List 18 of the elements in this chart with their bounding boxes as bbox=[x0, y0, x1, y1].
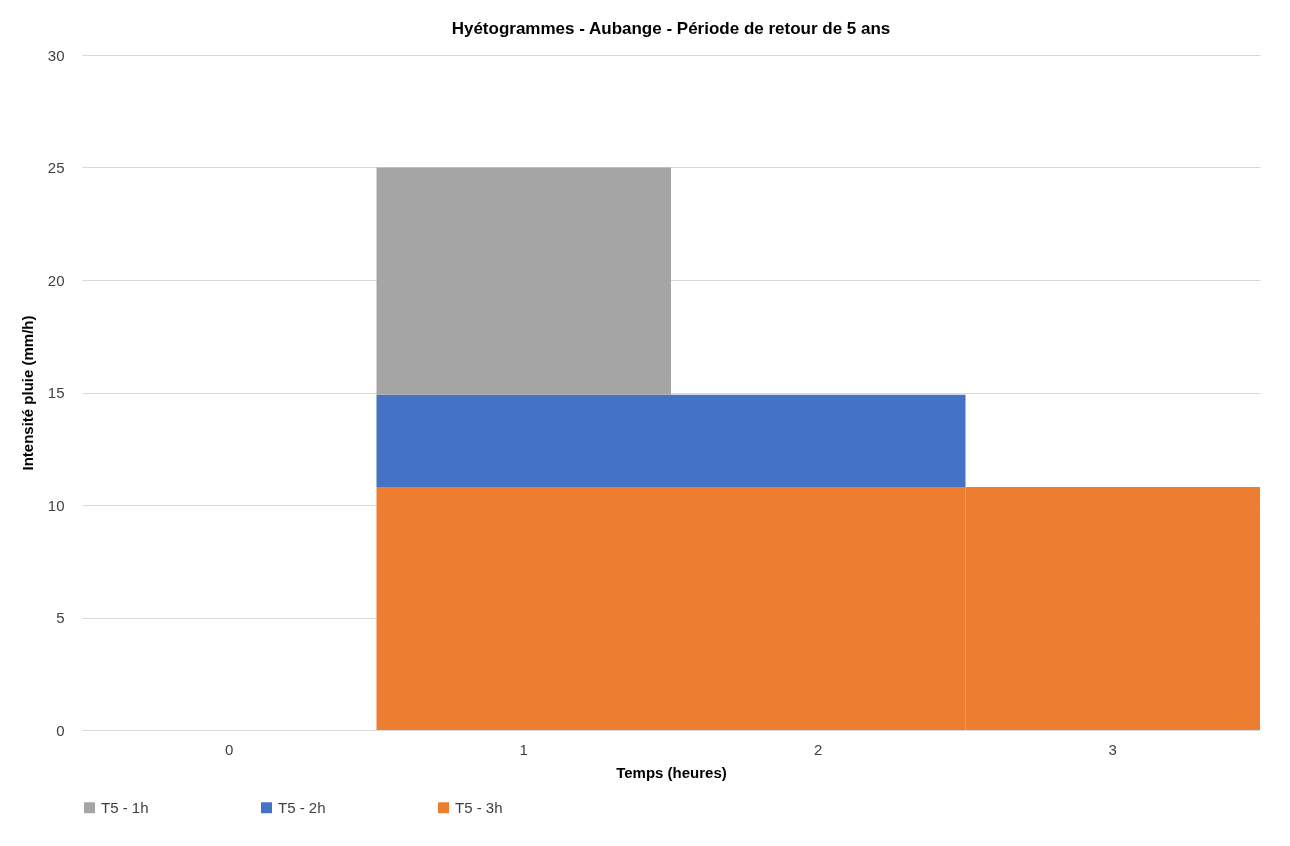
legend-label: T5 - 2h bbox=[278, 798, 326, 816]
y-tick-label: 30 bbox=[47, 46, 65, 64]
legend-label: T5 - 3h bbox=[455, 798, 503, 816]
y-tick-label: 5 bbox=[56, 609, 65, 626]
y-tick-label: 0 bbox=[56, 721, 65, 739]
y-tick-label: 25 bbox=[47, 159, 65, 176]
legend-label: T5 - 1h bbox=[101, 798, 149, 816]
y-axis-title: Intensité pluie (mm/h) bbox=[18, 315, 36, 471]
bar bbox=[376, 167, 671, 395]
x-tick-label: 1 bbox=[519, 740, 528, 758]
x-tick-label: 3 bbox=[1108, 740, 1117, 758]
x-axis-title: Temps (heures) bbox=[616, 763, 727, 781]
x-tick-label: 0 bbox=[225, 740, 234, 758]
y-tick-label: 20 bbox=[47, 271, 65, 289]
x-tick-label: 2 bbox=[814, 740, 823, 758]
chart-title: Hyétogrammes - Aubange - Période de retour de 5 ans bbox=[451, 19, 891, 38]
y-tick-label: 15 bbox=[47, 384, 65, 401]
y-tick-label: 10 bbox=[47, 496, 65, 514]
